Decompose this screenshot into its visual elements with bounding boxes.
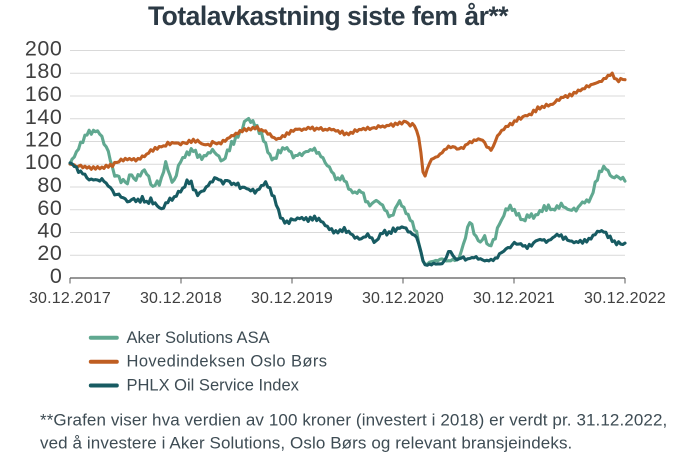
svg-text:30.12.2021: 30.12.2021 xyxy=(473,290,555,307)
svg-text:Aker Solutions ASA: Aker Solutions ASA xyxy=(127,329,270,347)
svg-text:30.12.2018: 30.12.2018 xyxy=(140,290,222,307)
svg-text:PHLX Oil Service Index: PHLX Oil Service Index xyxy=(127,377,300,395)
svg-text:Totalavkastning siste fem år**: Totalavkastning siste fem år** xyxy=(148,1,509,31)
svg-text:30.12.2019: 30.12.2019 xyxy=(251,290,333,307)
svg-text:180: 180 xyxy=(25,59,62,83)
svg-text:80: 80 xyxy=(37,173,62,197)
svg-text:20: 20 xyxy=(37,241,62,265)
svg-text:30.12.2020: 30.12.2020 xyxy=(362,290,444,307)
svg-text:160: 160 xyxy=(25,82,62,106)
svg-text:Hovedindeksen Oslo Børs: Hovedindeksen Oslo Børs xyxy=(127,353,328,371)
svg-text:140: 140 xyxy=(25,105,62,129)
svg-text:**Grafen viser hva verdien av: **Grafen viser hva verdien av 100 kroner… xyxy=(40,411,667,430)
svg-text:100: 100 xyxy=(25,150,62,174)
svg-text:40: 40 xyxy=(37,219,62,243)
svg-text:ved å investere i Aker Solutio: ved å investere i Aker Solutions, Oslo B… xyxy=(40,434,572,453)
svg-text:30.12.2022: 30.12.2022 xyxy=(584,290,666,307)
svg-text:30.12.2017: 30.12.2017 xyxy=(29,290,111,307)
svg-text:60: 60 xyxy=(37,196,62,220)
svg-text:200: 200 xyxy=(25,37,62,61)
svg-text:120: 120 xyxy=(25,128,62,152)
svg-text:0: 0 xyxy=(50,264,62,288)
